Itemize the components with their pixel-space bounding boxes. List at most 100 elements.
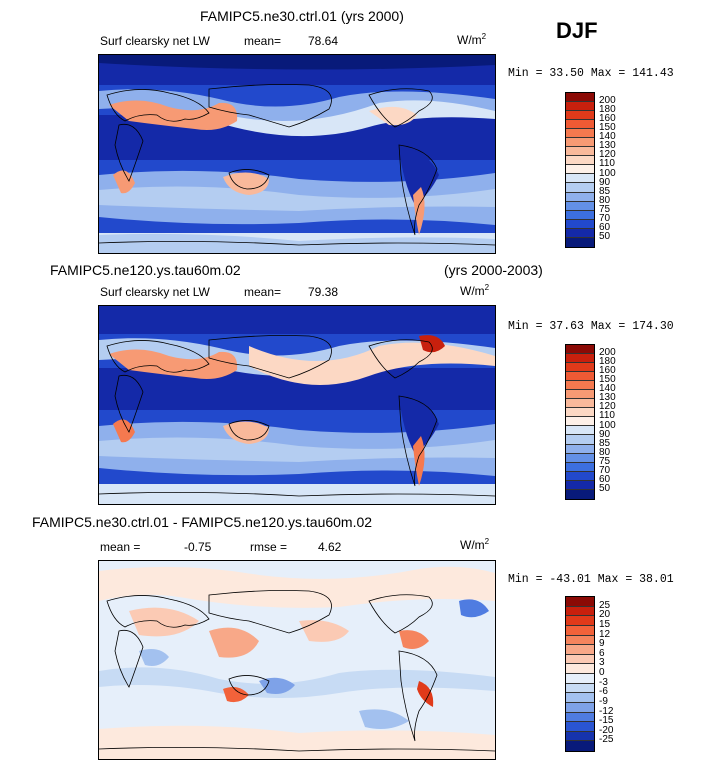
colorbar-tick-label: 120: [599, 401, 616, 413]
panel3-rmse-label: rmse =: [250, 540, 288, 554]
panel3-minmax: Min = -43.01 Max = 38.01: [508, 573, 674, 586]
panel3-title: FAMIPC5.ne30.ctrl.01 - FAMIPC5.ne120.ys.…: [32, 514, 373, 530]
colorbar-swatch: [566, 462, 594, 472]
colorbar-swatch: [566, 722, 594, 732]
colorbar-swatch: [566, 444, 594, 454]
colorbar-swatch: [566, 616, 594, 626]
panel3-map-svg: [99, 561, 495, 759]
panel2-years: (yrs 2000-2003): [444, 262, 543, 278]
colorbar-tick-label: 80: [599, 194, 611, 206]
colorbar-tick-label: 110: [599, 158, 615, 170]
colorbar-swatch: [566, 129, 594, 139]
colorbar-tick-label: 60: [599, 473, 611, 485]
colorbar-swatch: [566, 489, 594, 499]
panel2-mean-value: 79.38: [308, 285, 339, 299]
colorbar-swatch: [566, 731, 594, 742]
colorbar-swatch: [566, 354, 594, 364]
colorbar-swatch: [566, 597, 594, 607]
colorbar-tick-label: 80: [599, 446, 611, 458]
panel3-mean-label: mean =: [100, 540, 141, 554]
colorbar-swatch: [566, 674, 594, 684]
colorbar-tick-label: 180: [599, 104, 616, 116]
colorbar-swatch: [566, 399, 594, 409]
colorbar-tick-label: 150: [599, 122, 616, 134]
colorbar-tick-label: 3: [599, 657, 605, 669]
colorbar-swatch: [566, 702, 594, 713]
colorbar-tick-label: 85: [599, 185, 611, 197]
panel1-map-svg: [99, 55, 495, 253]
panel3-map: [98, 560, 496, 760]
colorbar-tick-label: 90: [599, 176, 611, 188]
colorbar-swatch: [566, 453, 594, 463]
panel2-title: FAMIPC5.ne120.ys.tau60m.02: [50, 262, 241, 278]
colorbar-swatch: [566, 471, 594, 481]
colorbar-tick-label: 85: [599, 437, 611, 449]
panel2-colorbar: [565, 344, 595, 500]
colorbar-tick-label: 180: [599, 356, 616, 368]
colorbar-tick-label: -3: [599, 676, 608, 688]
colorbar-swatch: [566, 741, 594, 751]
colorbar-swatch: [566, 408, 594, 418]
colorbar-swatch: [566, 480, 594, 490]
colorbar-tick-label: 100: [599, 167, 616, 179]
colorbar-tick-label: 60: [599, 221, 611, 233]
colorbar-swatch: [566, 156, 594, 166]
colorbar-swatch: [566, 381, 594, 391]
colorbar-swatch: [566, 606, 594, 617]
colorbar-tick-label: 15: [599, 618, 611, 630]
panel1-variable: Surf clearsky net LW: [100, 34, 210, 48]
colorbar-tick-label: 50: [599, 482, 611, 494]
colorbar-swatch: [566, 426, 594, 436]
colorbar-tick-label: 70: [599, 212, 611, 224]
panel2-units: W/m2: [460, 283, 490, 298]
panel1-minmax: Min = 33.50 Max = 141.43: [508, 67, 674, 80]
colorbar-swatch: [566, 183, 594, 193]
panel1-mean-value: 78.64: [308, 34, 339, 48]
colorbar-tick-label: 160: [599, 113, 616, 125]
colorbar-tick-label: 9: [599, 638, 605, 650]
colorbar-swatch: [566, 635, 594, 646]
colorbar-tick-label: 0: [599, 667, 605, 678]
panel3-mean-value: -0.75: [184, 540, 212, 554]
colorbar-tick-label: 6: [599, 647, 605, 659]
panel2-map-svg: [99, 306, 495, 504]
colorbar-tick-label: 140: [599, 383, 616, 395]
colorbar-tick-label: -9: [599, 695, 608, 707]
colorbar-tick-label: -6: [599, 686, 608, 698]
colorbar-tick-label: -15: [599, 715, 614, 727]
colorbar-tick-label: 50: [599, 230, 611, 242]
colorbar-tick-label: 90: [599, 428, 611, 440]
colorbar-tick-label: 100: [599, 419, 616, 431]
colorbar-swatch: [566, 625, 594, 636]
panel2-variable: Surf clearsky net LW: [100, 285, 210, 299]
panel2-mean-label: mean=: [244, 285, 282, 299]
colorbar-tick-label: 200: [599, 347, 616, 359]
colorbar-swatch: [566, 210, 594, 220]
panel1-title: FAMIPC5.ne30.ctrl.01 (yrs 2000): [200, 8, 404, 24]
colorbar-tick-label: 200: [599, 95, 616, 107]
panel1-mean-label: mean=: [244, 34, 282, 48]
panel3-rmse-value: 4.62: [318, 540, 342, 554]
colorbar-swatch: [566, 390, 594, 400]
colorbar-swatch: [566, 93, 594, 103]
colorbar-swatch: [566, 372, 594, 382]
colorbar-swatch: [566, 683, 594, 694]
colorbar-swatch: [566, 664, 594, 674]
colorbar-tick-label: 12: [599, 628, 611, 640]
colorbar-tick-label: 110: [599, 410, 615, 422]
colorbar-tick-label: 140: [599, 131, 616, 143]
panel2-map: [98, 305, 496, 505]
colorbar-tick-label: 20: [599, 609, 611, 621]
colorbar-tick-label: 25: [599, 599, 611, 611]
colorbar-swatch: [566, 228, 594, 238]
panel2-minmax: Min = 37.63 Max = 174.30: [508, 320, 674, 333]
colorbar-swatch: [566, 693, 594, 703]
colorbar-swatch: [566, 165, 594, 175]
colorbar-swatch: [566, 111, 594, 121]
colorbar-swatch: [566, 345, 594, 355]
colorbar-tick-label: -20: [599, 724, 614, 736]
panel1-units: W/m2: [457, 32, 487, 47]
season-label: DJF: [556, 18, 598, 43]
colorbar-tick-label: -12: [599, 705, 614, 717]
panel3-units: W/m2: [460, 537, 490, 552]
